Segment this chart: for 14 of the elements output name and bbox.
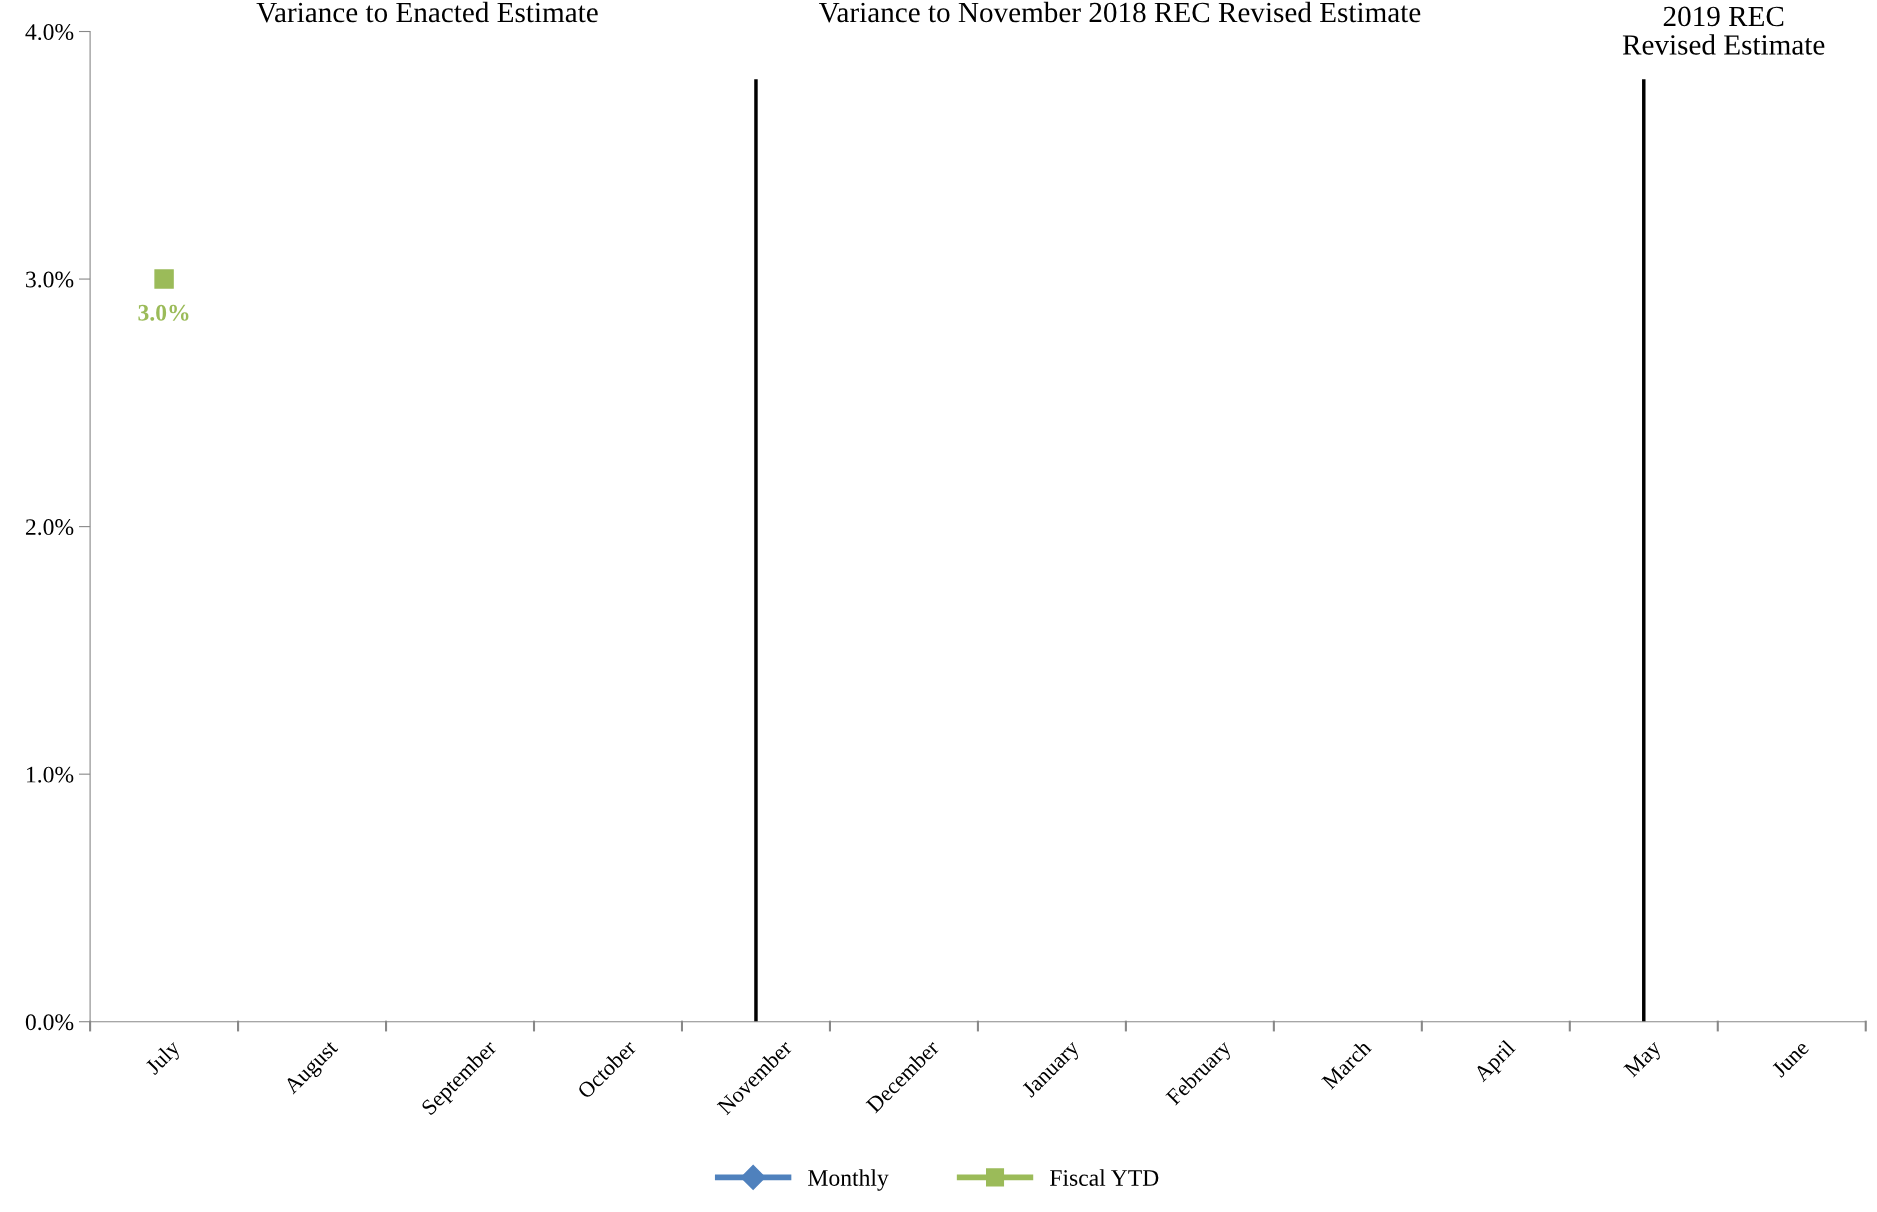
x-tick-label: May [1623, 1039, 1666, 1081]
legend-label: Monthly [808, 1169, 889, 1191]
text: Variance to Enacted Estimate [256, 1, 598, 23]
x-tick-label: July [144, 1038, 185, 1079]
y-tick-label: 2.0% [25, 519, 74, 536]
y-tick-label: 4.0% [25, 24, 74, 41]
data-label: 3.0% [138, 304, 189, 321]
annotation: 2019 REC Revised Estimate [1622, 6, 1825, 55]
y-tick-label: 3.0% [26, 271, 74, 288]
x-tick-label: June [1771, 1039, 1810, 1078]
y-tick-label: 0.0% [25, 1014, 74, 1031]
text: Variance to November 2018 REC Revised Estimate [818, 1, 1421, 23]
legend-label: Fiscal YTD [1050, 1169, 1159, 1186]
y-tick-label: 1.0% [27, 766, 74, 783]
